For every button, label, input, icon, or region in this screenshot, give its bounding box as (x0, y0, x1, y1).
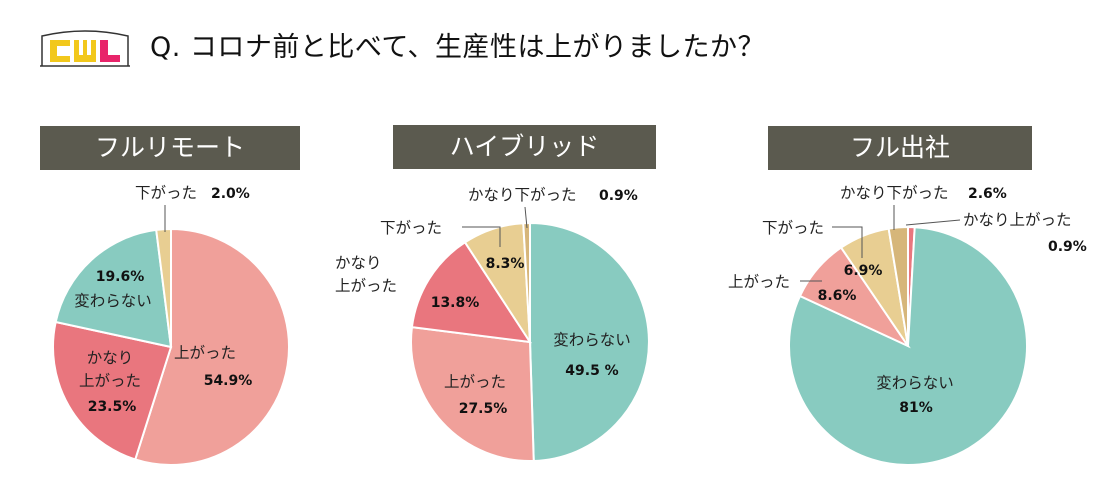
slice-value-2-2: 8.6% (818, 288, 857, 304)
slice-value-1-1: 27.5% (459, 401, 508, 417)
slice-label-1-4: かなり下がった (468, 186, 577, 204)
slice-label-0-3: 下がった (135, 184, 197, 202)
leader-line-1-0 (462, 226, 501, 247)
slice-value-0-3: 2.0% (211, 186, 250, 202)
slice-label-2-4: かなり下がった (840, 184, 949, 202)
pie-slice-0-2 (54, 228, 173, 349)
slice-value-1-0: 49.5 % (565, 363, 618, 379)
slice-label-1-1: 上がった (444, 373, 506, 391)
slice-label-0-1-1: 上がった (79, 372, 141, 390)
logo-letter-c (50, 40, 70, 62)
pie-slice-0-0 (133, 227, 290, 466)
slice-label-2-1: 変わらない (876, 374, 954, 392)
slice-value-2-4: 2.6% (968, 186, 1007, 202)
slice-value-2-0: 0.9% (1048, 239, 1087, 255)
pie-slice-2-4 (887, 225, 909, 347)
pie-chart-1: 変わらない 49.5 % 上がった 27.5% かなり上がった 13.8% 下がった 8.3%… (335, 186, 650, 462)
slice-value-0-1: 23.5% (88, 399, 137, 415)
slice-value-0-0: 54.9% (204, 373, 253, 389)
pie-chart-2: かなり上がった 0.9% 変わらない 81% 上がった 8.6% 下がった 6.9% かなり下が… (728, 184, 1087, 466)
slice-label-1-2-1: 上がった (335, 277, 397, 295)
pie-slice-1-0 (529, 221, 650, 462)
pie-slice-0-3 (155, 227, 172, 348)
page-title: Q. コロナ前と比べて、生産性は上がりましたか？ (150, 32, 765, 63)
chart-title-hybrid: ハイブリッド (393, 125, 656, 169)
logo-frame (41, 30, 129, 66)
slice-label-1-3: 下がった (380, 219, 442, 237)
pie-slice-1-1 (410, 325, 535, 462)
chart-title-full-remote: フルリモート (40, 126, 300, 170)
slice-label-0-1-0: かなり (87, 349, 134, 367)
logo-letter-w (74, 40, 96, 62)
slice-value-2-3: 6.9% (844, 263, 883, 279)
slice-label-2-3: 下がった (762, 219, 824, 237)
slice-value-1-4: 0.9% (599, 188, 638, 204)
pie-slice-0-1 (52, 320, 173, 461)
slice-label-0-0: 上がった (174, 344, 236, 362)
slice-value-1-2: 13.8% (431, 295, 480, 311)
slice-label-1-0: 変わらない (553, 331, 631, 349)
pie-slice-1-2 (410, 240, 533, 344)
slice-value-2-1: 81% (899, 400, 933, 416)
slice-value-0-2: 19.6% (96, 269, 145, 285)
leader-line-2-3 (905, 219, 961, 226)
chart-title-full-office: フル出社 (768, 126, 1032, 170)
slice-label-0-2: 変わらない (74, 292, 152, 310)
logo-letter-l (100, 40, 120, 62)
slice-label-1-2-0: かなり (335, 254, 382, 272)
leader-line-2-1 (832, 226, 863, 258)
slice-value-1-3: 8.3% (486, 256, 525, 272)
leader-line-1-1 (524, 206, 528, 229)
slice-label-2-2: 上がった (728, 273, 790, 291)
cwl-logo (40, 30, 130, 67)
slice-label-2-0: かなり上がった (963, 211, 1072, 229)
